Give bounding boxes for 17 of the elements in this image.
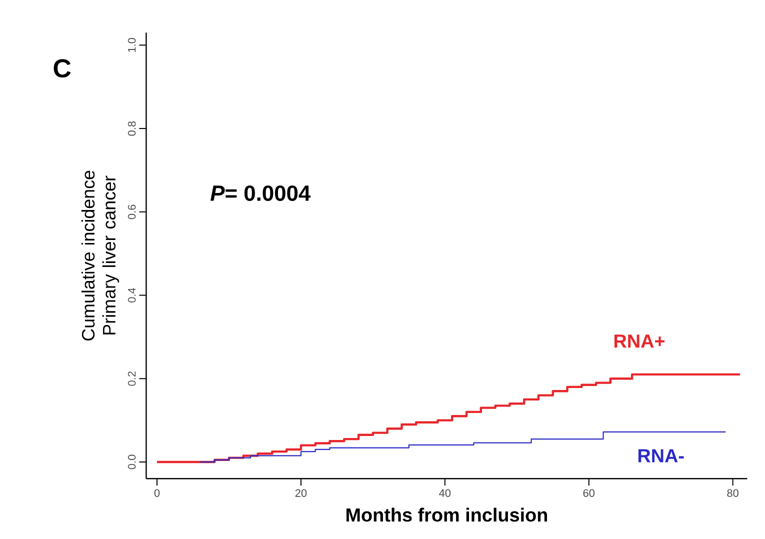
- x-axis-title: Months from inclusion: [346, 508, 548, 522]
- series-label: RNA-: [638, 449, 684, 462]
- text: C: [54, 59, 71, 78]
- y-tick-label: 0.2: [128, 372, 136, 386]
- x-tick-label: 80: [727, 489, 738, 497]
- y-tick-label: 0.6: [128, 204, 136, 220]
- y-axis-title: Cumulative incidence Primary liver cancer: [81, 170, 120, 340]
- x-tick-label: 40: [439, 489, 451, 497]
- series-label: RNA+: [614, 334, 664, 348]
- y-tick-label: 1.0: [128, 38, 136, 52]
- x-tick-label: 0: [154, 489, 160, 497]
- y-tick-label: 0.4: [128, 288, 136, 302]
- x-tick-label: 20: [295, 489, 307, 497]
- x-tick-label: 60: [583, 489, 595, 497]
- annotation: P= 0.0004: [210, 185, 311, 201]
- y-tick-label: 0.0: [128, 454, 136, 470]
- y-tick-label: 0.8: [128, 121, 136, 136]
